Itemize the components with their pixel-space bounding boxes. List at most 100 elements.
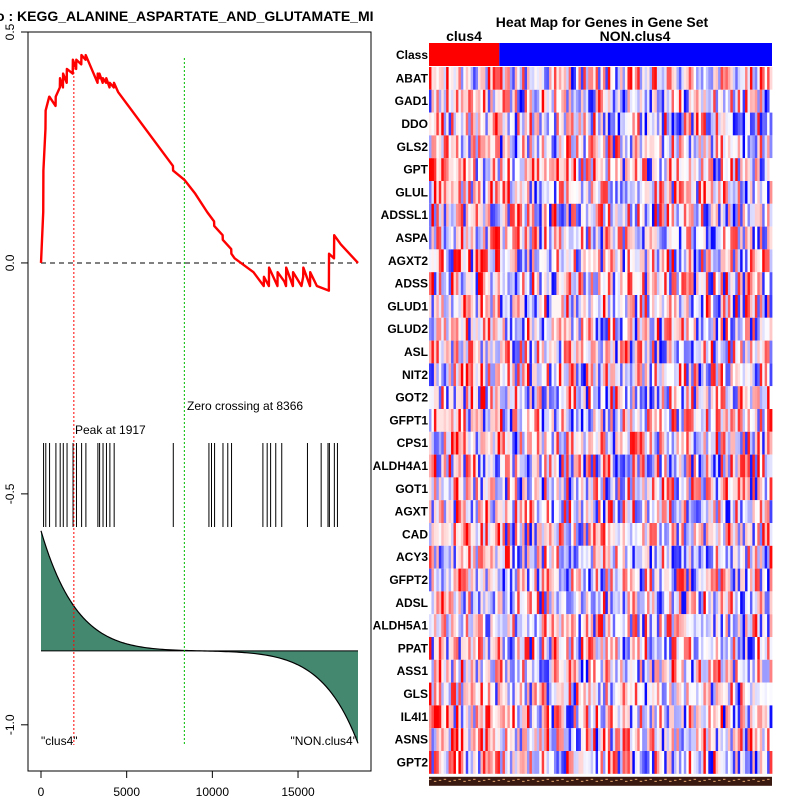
heatmap-cell	[759, 181, 763, 204]
heatmap-cell	[522, 751, 525, 774]
heatmap-cell	[720, 249, 724, 273]
heatmap-cell	[747, 431, 751, 455]
heatmap-cell	[749, 659, 753, 683]
heatmap-cell	[710, 500, 714, 523]
heatmap-cell	[705, 67, 709, 90]
heatmap-cell	[531, 158, 535, 181]
heatmap-cell	[458, 591, 462, 615]
heatmap-cell	[629, 135, 633, 159]
heatmap-cell	[460, 751, 464, 774]
heatmap-cell	[700, 89, 704, 113]
heatmap-cell	[539, 477, 543, 501]
heatmap-cell	[568, 728, 572, 751]
heatmap-cell	[757, 226, 761, 250]
heatmap-cell	[759, 591, 763, 615]
heatmap-cell	[661, 158, 665, 181]
heatmap-cell	[681, 500, 685, 523]
heatmap-cell	[661, 295, 665, 318]
heatmap-cell	[436, 67, 440, 90]
heatmap-cell	[473, 431, 476, 455]
heatmap-cell	[767, 295, 770, 318]
heatmap-cell	[544, 705, 547, 729]
heatmap-cell	[669, 568, 672, 592]
heatmap-cell	[453, 89, 457, 113]
heatmap-cell	[465, 728, 469, 751]
heatmap-cell	[605, 226, 609, 250]
heatmap-cell	[669, 477, 672, 501]
heatmap-cell	[654, 89, 658, 113]
heatmap-cell	[764, 568, 768, 592]
heatmap-cell	[470, 272, 474, 295]
heatmap-cell	[478, 409, 481, 432]
heatmap-cell	[700, 317, 704, 341]
heatmap-cell	[605, 728, 609, 751]
bottom-strip-tick	[487, 778, 491, 780]
heatmap-cell	[431, 614, 435, 637]
heatmap-cell	[563, 454, 567, 478]
heatmap-cell	[688, 203, 692, 227]
heatmap-cell	[686, 386, 690, 409]
heatmap-cell	[644, 386, 648, 409]
heatmap-cell	[470, 317, 474, 341]
heatmap-cell	[600, 500, 604, 523]
heatmap-cell	[519, 659, 523, 683]
heatmap-cell	[651, 477, 655, 501]
heatmap-cell	[475, 614, 479, 637]
heatmap-cell	[480, 728, 484, 751]
heatmap-cell	[509, 203, 513, 227]
heatmap-cell	[752, 386, 756, 409]
heatmap-cell	[747, 67, 751, 90]
heatmap-cell	[769, 454, 773, 478]
heatmap-cell	[617, 272, 621, 295]
heatmap-cell	[509, 89, 513, 113]
heatmap-cell	[514, 545, 518, 569]
heatmap-row	[429, 705, 773, 729]
heatmap-cell	[647, 500, 650, 523]
heatmap-cell	[443, 751, 447, 774]
heatmap-cell	[713, 477, 717, 501]
heatmap-cell	[485, 500, 489, 523]
heatmap-cell	[571, 203, 574, 227]
heatmap-cell	[588, 158, 592, 181]
heatmap-cell	[762, 477, 766, 501]
heatmap-cell	[627, 226, 631, 250]
heatmap-cell	[529, 477, 533, 501]
heatmap-cell	[745, 112, 748, 136]
heatmap-cell	[612, 340, 616, 364]
heatmap-cell	[553, 67, 557, 90]
heatmap-cell	[448, 545, 452, 569]
heatmap-cell	[527, 682, 530, 706]
heatmap-cell	[551, 340, 555, 364]
bottom-strip-tick	[600, 779, 603, 781]
heatmap-cell	[556, 477, 560, 501]
heatmap-cell	[502, 67, 506, 90]
heatmap-cell	[502, 295, 506, 318]
heatmap-cell	[468, 728, 472, 751]
heatmap-cell	[745, 158, 748, 181]
heatmap-cell	[566, 272, 570, 295]
heatmap-cell	[669, 135, 672, 159]
heatmap-cell	[436, 751, 440, 774]
heatmap-cell	[647, 89, 650, 113]
heatmap-cell	[551, 181, 555, 204]
heatmap-cell	[654, 728, 658, 751]
gene-label: GFPT2	[389, 573, 428, 587]
heatmap-cell	[602, 659, 606, 683]
heatmap-cell	[512, 203, 516, 227]
heatmap-cell	[754, 614, 758, 637]
heatmap-cell	[656, 545, 660, 569]
heatmap-cell	[495, 203, 498, 227]
heatmap-cell	[688, 728, 692, 751]
heatmap-cell	[482, 477, 486, 501]
heatmap-cell	[588, 203, 592, 227]
heatmap-cell	[681, 477, 685, 501]
heatmap-cell	[429, 545, 432, 569]
heatmap-cell	[460, 477, 464, 501]
heatmap-cell	[718, 249, 721, 273]
heatmap-cell	[539, 431, 543, 455]
heatmap-cell	[693, 386, 697, 409]
heatmap-cell	[568, 226, 572, 250]
heatmap-cell	[759, 454, 763, 478]
heatmap-cell	[627, 181, 631, 204]
heatmap-cell	[561, 181, 565, 204]
